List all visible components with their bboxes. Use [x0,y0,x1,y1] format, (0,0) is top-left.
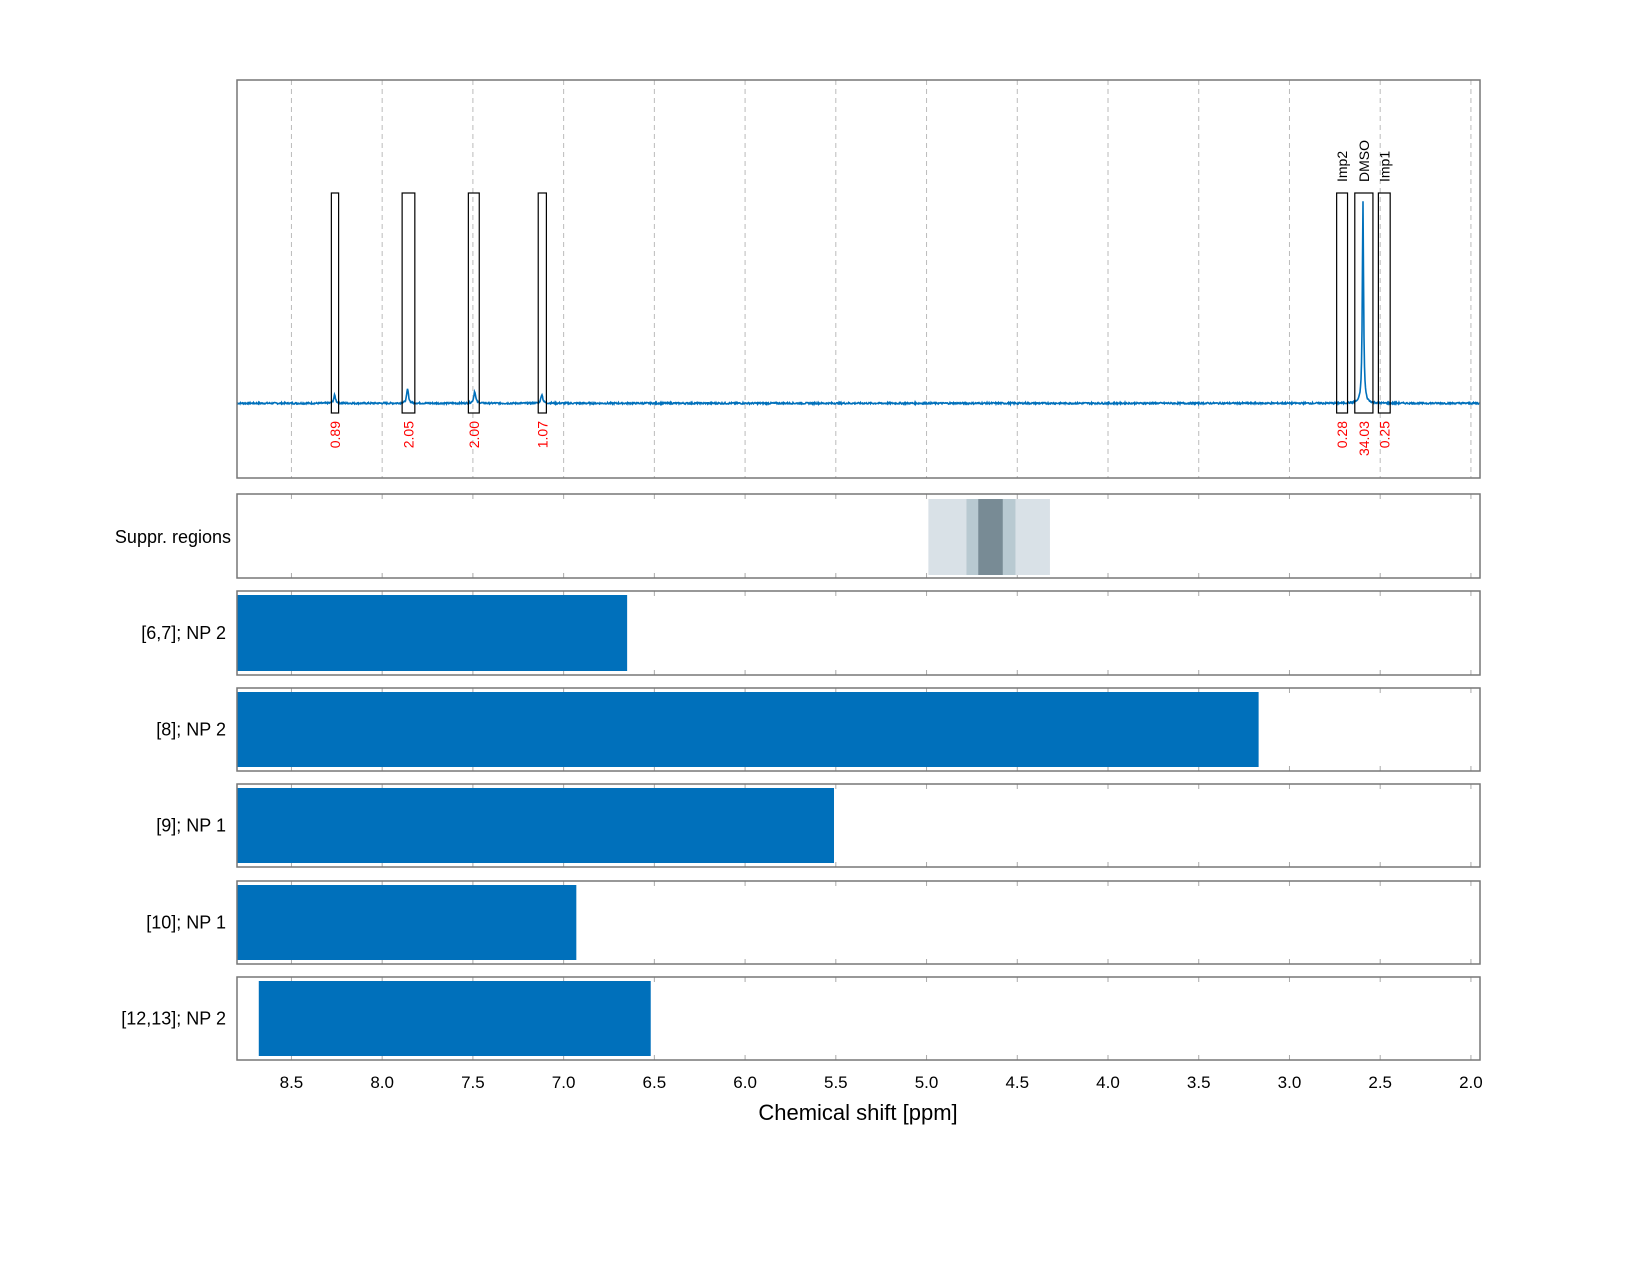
x-tick-label: 5.0 [915,1073,939,1092]
bar-label: [8]; NP 2 [156,720,226,740]
bar [237,692,1259,767]
suppression-frame [236,493,1481,579]
bar-panel-frame [236,783,1481,868]
bar [237,788,835,863]
x-tick-label: 4.5 [1005,1073,1029,1092]
integral-region-box [401,192,416,414]
integral-value: 2.05 [400,421,416,448]
x-axis: 8.5 8.0 7.5 7.0 6.5 6.0 5.5 5.0 4.5 4.0 3.5 3.0 2.5 2… [280,1073,1483,1092]
integral-region-box [330,192,340,414]
peak-label: Imp1 [1376,151,1392,182]
x-tick-label: 3.5 [1187,1073,1211,1092]
peak-label: DMSO [1356,140,1372,182]
bar [258,981,651,1056]
bar-panels: [6,7]; NP 2 [8]; NP 2 [9]; NP 1 [10]; NP 1 [… [121,590,1481,1061]
x-tick-label: 6.5 [643,1073,667,1092]
x-tick-label: 4.0 [1096,1073,1120,1092]
integral-region-box [467,192,480,414]
peak-label: Imp2 [1334,151,1350,182]
suppression-region [978,499,1003,575]
integral-value: 2.00 [466,421,482,448]
x-tick-label: 7.5 [461,1073,485,1092]
bar-label: [6,7]; NP 2 [141,623,226,643]
x-tick-label: 6.0 [733,1073,757,1092]
x-tick-label: 2.5 [1368,1073,1392,1092]
x-tick-label: 8.5 [280,1073,304,1092]
bar [237,885,577,960]
bar-label: [10]; NP 1 [146,913,226,933]
x-tick-label: 3.0 [1278,1073,1302,1092]
x-tick-label: 2.0 [1459,1073,1483,1092]
gridlines [290,80,1472,1060]
bar [237,595,628,671]
integral-region-box [1377,192,1391,414]
integral-value: 0.28 [1334,421,1350,448]
x-tick-label: 8.0 [370,1073,394,1092]
integral-region-box [1336,192,1349,414]
x-tick-label: 5.5 [824,1073,848,1092]
bar-panel-frame [236,976,1481,1061]
x-tick-label: 7.0 [552,1073,576,1092]
bar-panel-frame [236,590,1481,676]
bar-panel-frame [236,687,1481,772]
x-axis-label: Chemical shift [ppm] [758,1100,957,1125]
integral-value: 0.89 [327,421,343,448]
integral-value: 0.25 [1376,421,1392,448]
suppression-label: Suppr. regions [115,527,231,547]
integral-value: 1.07 [534,421,550,448]
spectrum-panel: 0.89 2.05 2.00 1.07 0.28 Imp2 34.03 DMSO 0.25 Imp… [236,79,1481,479]
integral-region-box [537,192,547,414]
bar-label: [9]; NP 1 [156,816,226,836]
integral-value: 34.03 [1356,421,1372,456]
bar-label: [12,13]; NP 2 [121,1009,226,1029]
suppression-panel: Suppr. regions [115,493,1481,579]
spectrum-line [236,201,1481,407]
integral-region-box [1354,192,1374,414]
spectrum-frame [236,79,1481,479]
bar-panel-frame [236,880,1481,965]
